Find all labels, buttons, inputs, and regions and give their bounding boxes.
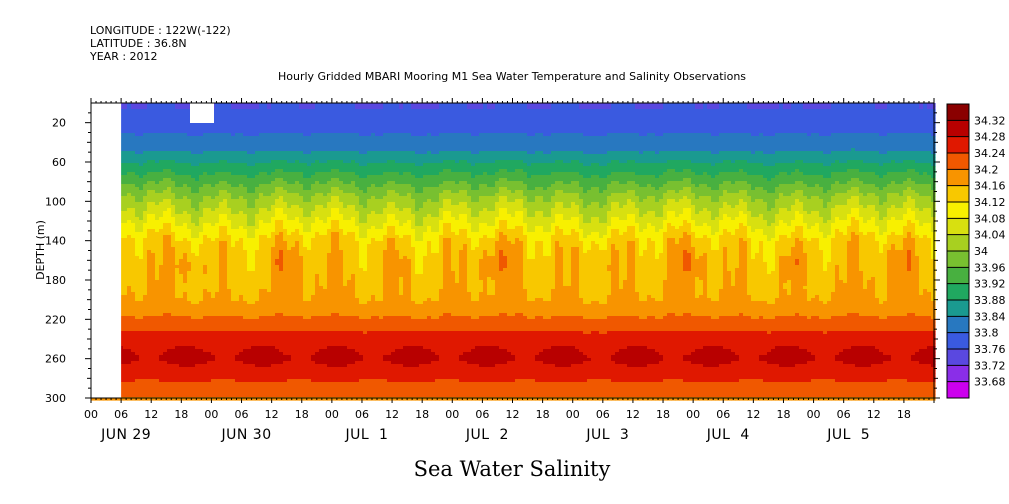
x-hour-tick-label: 00: [445, 408, 459, 421]
y-tick-label: 300: [45, 392, 66, 405]
colorbar-swatch: [947, 234, 969, 252]
salinity-field: [91, 103, 936, 401]
x-hour-tick-label: 12: [746, 408, 760, 421]
x-hour-tick-label: 00: [325, 408, 339, 421]
x-day-label: JUN 30: [220, 427, 271, 443]
y-tick-label: 260: [45, 353, 66, 366]
colorbar-label: 34.24: [974, 147, 1006, 160]
colorbar-swatch: [947, 251, 969, 268]
colorbar-label: 33.96: [974, 261, 1006, 274]
x-hour-tick-label: 12: [265, 408, 279, 421]
colorbar-swatch: [947, 169, 969, 186]
x-axis: 00 06 12 18 00 06 12 18 00 06 12 18 00 06 12 18 00 06 12 18…: [84, 98, 935, 443]
y-axis-title: DEPTH (m): [34, 220, 47, 280]
x-hour-tick-label: 00: [84, 408, 98, 421]
x-axis-title: Sea Water Salinity: [414, 457, 611, 481]
x-day-label: JUL 3: [585, 427, 629, 443]
colorbar-label: 33.92: [974, 278, 1006, 291]
x-hour-tick-label: 06: [596, 408, 610, 421]
colorbar-swatch: [947, 202, 969, 219]
colorbar-label: 34.16: [974, 180, 1006, 193]
colorbar-label: 33.88: [974, 294, 1006, 307]
x-hour-tick-label: 00: [686, 408, 700, 421]
colorbar-label: 33.76: [974, 343, 1006, 356]
x-hour-tick-label: 06: [355, 408, 369, 421]
colorbar-swatch: [947, 316, 969, 333]
latitude-label: LATITUDE : 36.8N: [90, 37, 187, 50]
x-hour-tick-label: 18: [656, 408, 670, 421]
colorbar-swatch: [947, 104, 969, 121]
colorbar-label: 34.04: [974, 229, 1006, 242]
colorbar-swatch: [947, 332, 969, 350]
x-hour-tick-label: 12: [506, 408, 520, 421]
y-tick-label: 60: [52, 156, 66, 169]
y-tick-label: 140: [45, 235, 66, 248]
x-hour-tick-label: 06: [475, 408, 489, 421]
y-axis: 20 60 100 140 180 220 260 300: [45, 112, 940, 405]
colorbar-label: 34.08: [974, 212, 1006, 225]
x-day-label: JUL 1: [344, 427, 388, 443]
missing-data-patch: [190, 103, 214, 123]
x-hour-tick-label: 00: [807, 408, 821, 421]
colorbar-swatch: [947, 300, 969, 317]
y-tick-label: 100: [45, 195, 66, 208]
x-hour-tick-label: 00: [204, 408, 218, 421]
x-hour-tick-label: 18: [776, 408, 790, 421]
colorbar-label: 34.2: [974, 163, 999, 176]
y-tick-label: 20: [52, 117, 66, 130]
colorbar: 33.68 33.72 33.76 33.8 33.84 33.88 33.92 33.96 3…: [946, 103, 1006, 399]
colorbar-swatch: [947, 349, 969, 366]
colorbar-swatch: [947, 185, 969, 203]
colorbar-swatch: [947, 381, 969, 399]
year-label: YEAR : 2012: [89, 50, 158, 63]
colorbar-swatch: [947, 267, 969, 284]
colorbar-label: 34: [974, 245, 988, 258]
plot-area: [90, 102, 936, 401]
colorbar-label: 34.12: [974, 196, 1006, 209]
colorbar-label: 34.32: [974, 114, 1006, 127]
x-hour-tick-label: 18: [415, 408, 429, 421]
x-hour-tick-label: 06: [837, 408, 851, 421]
x-hour-tick-label: 12: [867, 408, 881, 421]
colorbar-label: 33.68: [974, 376, 1006, 389]
x-day-label: JUL 2: [465, 427, 509, 443]
x-day-label: JUL 5: [826, 427, 870, 443]
x-hour-tick-label: 18: [536, 408, 550, 421]
colorbar-swatch: [947, 365, 969, 382]
colorbar-swatch: [947, 120, 969, 137]
longitude-label: LONGITUDE : 122W(-122): [90, 24, 231, 37]
colorbar-swatch: [947, 153, 969, 170]
x-day-label: JUN 29: [100, 427, 151, 443]
x-hour-tick-label: 18: [174, 408, 188, 421]
x-hour-tick-label: 06: [716, 408, 730, 421]
y-tick-label: 180: [45, 274, 66, 287]
colorbar-label: 33.72: [974, 359, 1006, 372]
no-data-region: [91, 103, 122, 398]
colorbar-swatch: [947, 283, 969, 301]
x-hour-tick-label: 00: [566, 408, 580, 421]
x-hour-tick-label: 18: [295, 408, 309, 421]
x-day-label: JUL 4: [706, 427, 750, 443]
x-hour-tick-label: 12: [385, 408, 399, 421]
colorbar-label: 34.28: [974, 131, 1006, 144]
y-tick-label: 220: [45, 313, 66, 326]
colorbar-label: 33.8: [974, 327, 999, 340]
colorbar-label: 33.84: [974, 310, 1006, 323]
x-hour-tick-label: 06: [235, 408, 249, 421]
x-hour-tick-label: 18: [897, 408, 911, 421]
chart-title: Hourly Gridded MBARI Mooring M1 Sea Wate…: [278, 70, 746, 83]
x-hour-tick-label: 12: [626, 408, 640, 421]
x-hour-tick-label: 12: [144, 408, 158, 421]
x-hour-tick-label: 06: [114, 408, 128, 421]
colorbar-swatch: [947, 136, 969, 154]
colorbar-swatch: [947, 218, 969, 235]
